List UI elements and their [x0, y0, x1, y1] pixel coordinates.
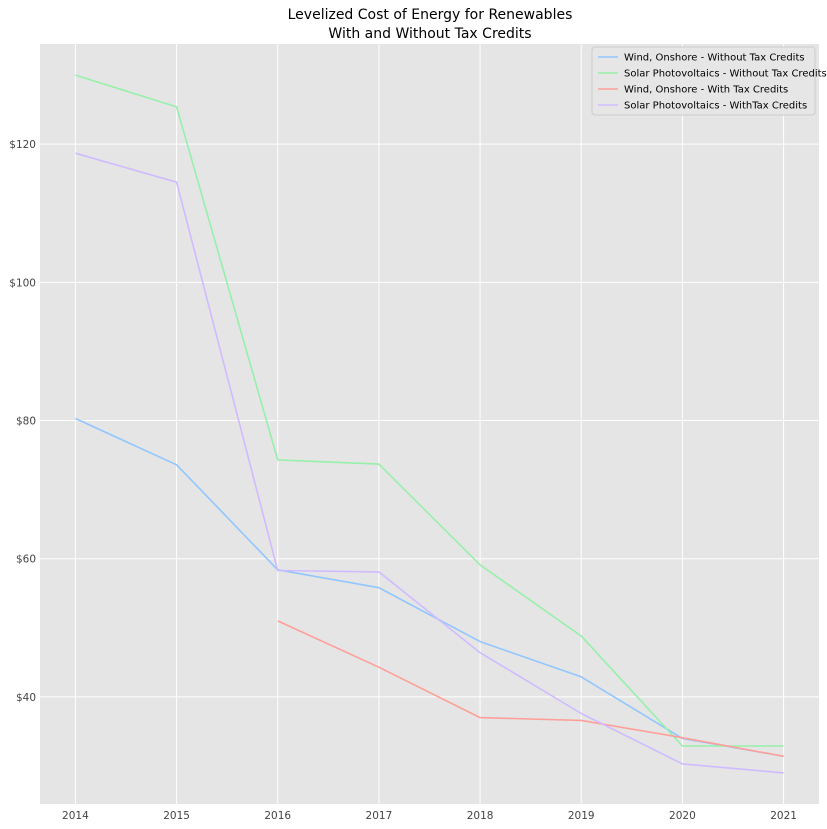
- legend-label: Wind, Onshore - Without Tax Credits: [624, 53, 805, 64]
- series-line-3: [277, 620, 784, 758]
- x-tick-label: 2017: [366, 810, 393, 822]
- y-tick-label: $60: [16, 554, 36, 566]
- y-tick-label: $120: [9, 139, 36, 151]
- chart-title-line-1: Levelized Cost of Energy for Renewables: [288, 7, 573, 23]
- legend-box: [591, 46, 816, 116]
- plot-background: [40, 44, 819, 804]
- x-tick-label: 2021: [770, 810, 797, 822]
- y-tick-label: $40: [16, 692, 36, 704]
- x-axis: 2014 2015 2016 2017 2018 2019 2020 2021: [62, 810, 797, 822]
- x-tick-label: 2016: [264, 810, 291, 822]
- x-tick-label: 2020: [669, 810, 696, 822]
- x-tick-label: 2014: [62, 810, 89, 822]
- x-tick-label: 2015: [163, 810, 190, 822]
- legend-label: Wind, Onshore - With Tax Credits: [624, 85, 788, 96]
- legend-label: Solar Photovoltaics - Without Tax Credit…: [624, 69, 827, 80]
- grid-lines: [40, 44, 819, 804]
- y-tick-label: $80: [16, 416, 36, 428]
- series-line-2: [75, 74, 784, 747]
- legend-label: Solar Photovoltaics - WithTax Credits: [624, 101, 807, 112]
- x-tick-label: 2019: [568, 810, 595, 822]
- series-lines: [75, 74, 784, 774]
- chart-title-line-2: With and Without Tax Credits: [328, 26, 531, 42]
- x-tick-label: 2018: [467, 810, 494, 822]
- legend: Wind, Onshore - Without Tax Credits Solar…: [591, 46, 827, 116]
- series-line-4: [75, 152, 784, 774]
- y-tick-label: $100: [9, 277, 36, 289]
- y-axis: $40 $60 $80 $100 $120: [9, 139, 36, 704]
